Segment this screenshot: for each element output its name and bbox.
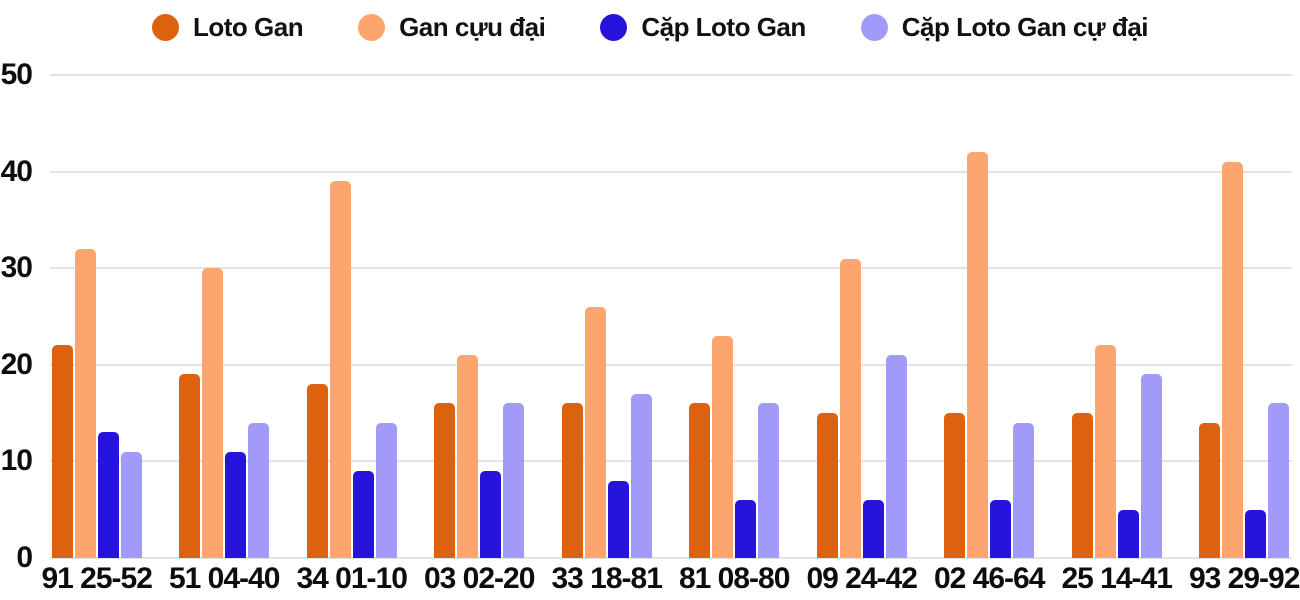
bar-series-1 [1071,413,1093,558]
legend-label: Loto Gan [192,12,304,42]
bar-series-4 [630,393,652,558]
bar-series-1 [689,403,711,558]
bar-series-1 [561,403,583,558]
legend-label: Gan cựu đại [399,12,546,42]
legend-item-1[interactable]: Loto Gan [151,12,304,43]
x-axis-category-label: 51 04-40 [168,562,280,595]
legend-color-dot-icon [358,14,386,41]
x-axis-category-label: 02 46-64 [933,562,1045,595]
bar-series-1 [51,345,73,558]
bar-group-93-29-92 [1199,75,1290,558]
bar-series-2 [1222,161,1244,558]
bar-series-4 [248,422,270,558]
bar-group-09-24-42 [816,75,907,558]
bar-series-2 [202,268,224,558]
bar-series-4 [1140,374,1162,558]
bar-group-91-25-52 [51,75,142,558]
legend-color-dot-icon [860,14,888,41]
bar-series-4 [503,403,525,558]
y-axis-tick-label: 40 [0,154,33,188]
bar-series-1 [434,403,456,558]
bar-series-2 [329,181,351,558]
bar-series-3 [97,432,119,558]
legend-item-4[interactable]: Cặp Loto Gan cự đại [860,12,1149,43]
bar-series-3 [225,451,247,558]
y-axis-tick-label: 20 [0,347,33,381]
bar-series-4 [1013,422,1035,558]
x-axis-category-label: 81 08-80 [678,562,790,595]
bar-series-2 [1094,345,1116,558]
x-axis-category-label: 93 29-92 [1188,562,1300,595]
gridline-20 [50,363,1292,366]
y-axis-tick-label: 0 [16,541,33,574]
chart-legend: Loto Gan Gan cựu đại Cặp Loto Gan Cặp Loto … [0,12,1300,43]
gridline-40 [50,170,1292,173]
legend-item-3[interactable]: Cặp Loto Gan [600,12,806,43]
bar-series-3 [990,500,1012,558]
legend-item-2[interactable]: Gan cựu đại [358,12,546,43]
gridline-30 [50,267,1292,270]
x-axis-category-label: 33 18-81 [551,562,662,595]
x-axis-category-label: 09 24-42 [806,562,917,595]
legend-label: Cặp Loto Gan [641,12,806,42]
bar-series-3 [480,471,502,558]
bar-series-3 [352,471,374,558]
plot-area [50,74,1292,559]
bar-series-2 [839,258,861,558]
bar-series-4 [120,451,142,558]
bar-series-1 [1199,422,1221,558]
x-axis-category-label: 91 25-52 [41,562,152,595]
bar-series-2 [74,248,96,558]
bar-series-2 [457,355,479,558]
bar-series-2 [712,335,734,558]
bar-series-4 [1268,403,1290,558]
bar-series-1 [816,413,838,558]
gridline-0 [50,557,1292,559]
gridline-10 [50,460,1292,463]
bar-series-3 [1245,509,1267,558]
bar-group-02-46-64 [944,75,1035,558]
bar-series-1 [306,384,328,558]
legend-color-dot-icon [151,14,179,41]
bar-series-4 [885,355,907,558]
y-axis-tick-label: 50 [0,58,33,91]
x-axis-category-label: 34 01-10 [296,562,407,595]
y-axis-tick-label: 30 [0,251,33,285]
bar-series-1 [944,413,966,558]
x-axis-category-label: 25 14-41 [1061,562,1172,595]
bar-series-3 [1117,509,1139,558]
bar-series-2 [967,152,989,558]
bar-series-1 [179,374,201,558]
bar-series-3 [862,500,884,558]
legend-label: Cặp Loto Gan cự đại [901,12,1149,42]
x-axis-category-label: 03 02-20 [423,562,535,595]
y-axis-tick-label: 10 [0,444,33,478]
bar-series-4 [758,403,780,558]
legend-color-dot-icon [600,14,628,41]
gridline-50 [50,74,1292,76]
bar-series-4 [375,422,397,558]
bar-series-3 [735,500,757,558]
bar-group-81-08-80 [689,75,780,558]
bar-group-33-18-81 [561,75,652,558]
bar-group-03-02-20 [434,75,525,558]
bar-group-51-04-40 [179,75,270,558]
bar-series-3 [607,480,629,558]
bar-group-25-14-41 [1071,75,1162,558]
bar-group-34-01-10 [306,75,397,558]
bar-series-2 [584,306,606,558]
